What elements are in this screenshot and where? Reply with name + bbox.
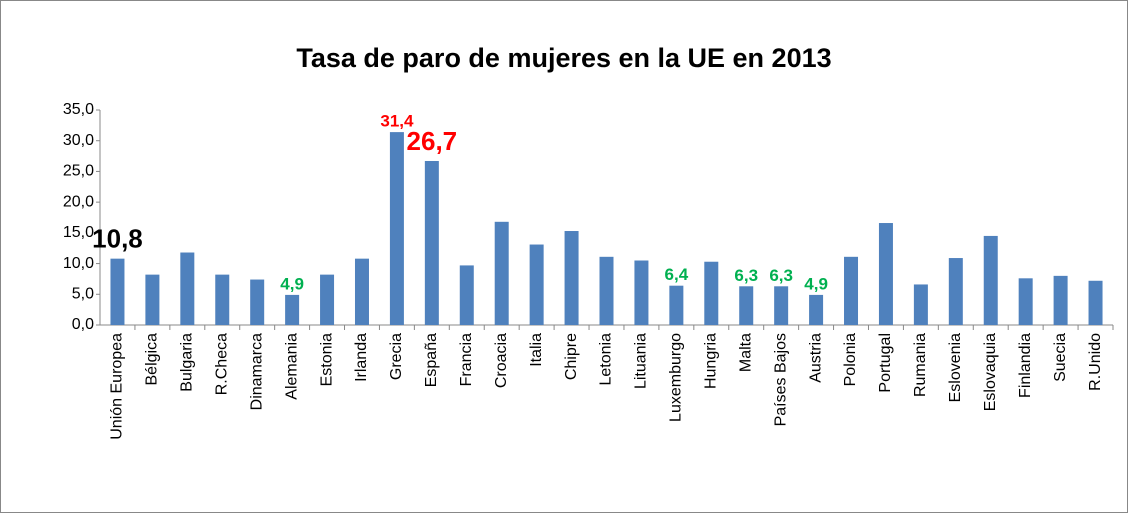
y-tick-label: 30,0 [63,132,94,149]
bar [913,284,928,325]
bar [983,235,998,325]
y-tick-label: 35,0 [63,101,94,118]
bar [424,160,439,325]
x-tick-label: Austria [807,333,824,383]
x-tick-label: Letonia [598,333,615,386]
x-tick-label: Grecia [388,333,405,380]
bar [494,221,509,325]
x-tick-label: Bulgaria [179,333,196,392]
y-tick-label: 20,0 [63,193,94,210]
y-tick-label: 15,0 [63,224,94,241]
x-tick-label: España [423,333,440,387]
value-label: 26,7 [407,126,458,156]
bar [215,274,230,325]
bar [878,223,893,325]
bar [634,260,649,325]
bar [1053,275,1068,325]
value-label: 10,8 [92,224,143,254]
bar [354,258,369,325]
x-tick-label: Rumania [912,333,929,397]
bar [389,132,404,325]
x-tick-label: Chipre [563,333,580,380]
value-label: 4,9 [804,274,828,293]
bar [564,231,579,325]
bar [529,244,544,325]
y-tick-label: 5,0 [72,286,94,303]
x-tick-label: Países Bajos [772,333,789,426]
x-tick-label: Hungria [703,333,720,389]
y-tick-label: 25,0 [63,163,94,180]
y-tick-label: 0,0 [72,316,94,333]
x-tick-label: Malta [737,333,754,372]
bar [110,258,125,325]
x-tick-label: Finlandia [1017,333,1034,398]
x-tick-label: Bélgica [144,333,161,386]
x-tick-label: Francia [458,333,475,386]
value-label: 31,4 [380,112,414,131]
x-tick-label: R.Unido [1087,333,1104,391]
bar [948,258,963,325]
x-tick-label: Eslovaquia [982,333,999,411]
value-label: 4,9 [280,274,304,293]
bar [844,256,859,325]
x-tick-label: Lituania [633,333,650,389]
bar [1018,278,1033,325]
bar [250,279,265,325]
chart-title: Tasa de paro de mujeres en la UE en 2013 [296,43,831,73]
bar [320,274,335,325]
bar [599,256,614,325]
x-tick-label: Irlanda [353,333,370,382]
x-tick-label: Polonia [842,333,859,386]
x-tick-label: Croacia [493,333,510,388]
x-tick-label: Alemania [283,333,300,400]
bar [1088,280,1103,325]
x-tick-label: Luxemburgo [668,333,685,422]
value-label: 6,3 [734,266,758,285]
bar [669,285,684,325]
value-label: 6,3 [769,266,793,285]
bar [739,286,754,325]
bar [459,265,474,325]
x-tick-label: Unión Europea [109,333,126,440]
value-label: 6,4 [665,265,689,284]
bar [809,294,824,325]
bar [145,274,160,325]
x-tick-label: R.Checa [213,333,230,395]
bar [774,286,789,325]
x-tick-label: Estonia [318,333,335,386]
x-tick-label: Italia [528,333,545,367]
bar [285,294,300,325]
x-tick-label: Dinamarca [248,333,265,410]
bar [180,252,195,325]
x-tick-label: Portugal [877,333,894,393]
bar [704,261,719,325]
y-tick-label: 10,0 [63,255,94,272]
x-tick-label: Eslovenia [947,333,964,402]
x-tick-label: Suecia [1052,333,1069,382]
